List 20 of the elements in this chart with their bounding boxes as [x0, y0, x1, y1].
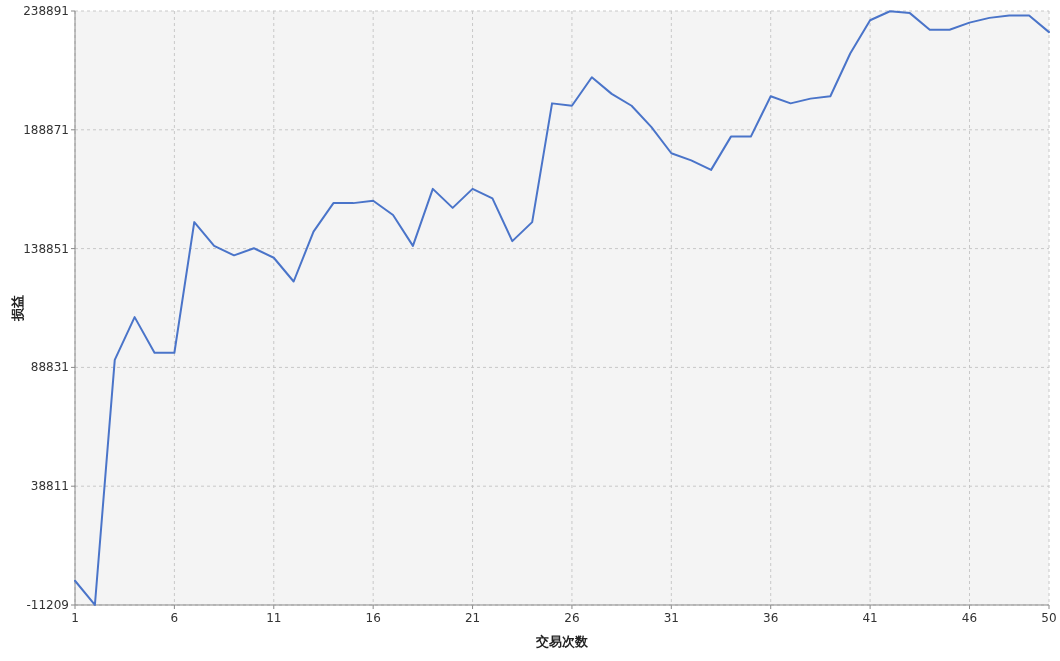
x-tick-label: 46 [961, 611, 978, 625]
x-tick-label: 21 [464, 611, 481, 625]
x-tick-label: 11 [266, 611, 282, 625]
x-tick-label: 26 [564, 611, 580, 625]
y-tick-label: 138851 [23, 241, 69, 256]
x-tick-label: 1 [71, 611, 79, 625]
x-tick-label: 36 [763, 611, 779, 625]
y-tick-label: 238891 [23, 4, 69, 18]
x-tick-label: 41 [862, 611, 878, 625]
x-tick-label: 50 [1041, 611, 1057, 625]
y-axis-title: 损益 [10, 295, 25, 322]
x-tick-label: 16 [365, 611, 381, 625]
x-axis-title: 交易次数 [535, 634, 589, 649]
x-tick-label: 31 [663, 611, 679, 625]
y-tick-label: 88831 [30, 360, 69, 375]
line-series [74, 10, 1050, 606]
x-tick-label: 6 [170, 611, 179, 625]
y-tick-label: -11209 [26, 598, 69, 612]
y-tick-label: 188871 [23, 122, 69, 137]
y-tick-label: 38811 [30, 479, 69, 494]
